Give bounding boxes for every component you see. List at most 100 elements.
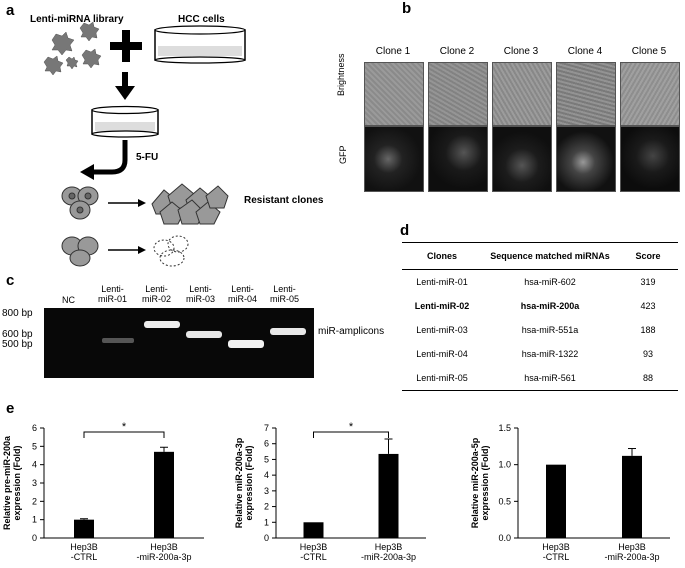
y-tick-label: 1.5 <box>498 423 511 433</box>
table-row: Lenti-miR-05 hsa-miR-561 88 <box>402 366 678 391</box>
y-tick-label: 4 <box>264 470 269 480</box>
significance-bracket <box>83 431 165 438</box>
y-tick-label: 5 <box>264 454 269 464</box>
table-cell: hsa-miR-561 <box>524 373 576 383</box>
y-tick-label: 3 <box>264 486 269 496</box>
lane-label: Lenti- miR-02 <box>142 284 172 304</box>
cell-cluster-icon <box>61 236 99 267</box>
table-cell: Lenti-miR-05 <box>416 373 468 383</box>
ladder-label: 500 bp <box>2 339 33 350</box>
table-cell: hsa-miR-602 <box>524 277 576 287</box>
bar <box>378 453 399 538</box>
gel-band <box>270 328 306 335</box>
plus-icon <box>110 30 142 62</box>
table-cell: 319 <box>640 277 656 287</box>
gel-band <box>102 338 134 343</box>
y-tick-label: 6 <box>32 423 37 433</box>
table-header: Sequence matched miRNAs <box>490 251 610 261</box>
lane-label: Lenti- miR-03 <box>186 284 216 304</box>
panel-label-a: a <box>6 2 15 19</box>
table-cell: hsa-miR-1322 <box>521 349 579 359</box>
culture-dish-icon <box>91 105 159 138</box>
panel-label-b: b <box>402 0 412 17</box>
mirna-table: Clones Sequence matched miRNAs Score Len… <box>402 242 678 391</box>
hcc-cells-label: HCC cells <box>178 14 225 25</box>
significance-mark: * <box>349 421 354 433</box>
table-row: Lenti-miR-02 hsa-miR-200a 423 <box>402 294 678 318</box>
category-label: -miR-200a-3p <box>604 552 659 562</box>
y-tick-label: 7 <box>264 423 269 433</box>
category-label: Hep3B <box>150 542 178 552</box>
table-cell: hsa-miR-551a <box>521 325 579 335</box>
category-label: Hep3B <box>542 542 570 552</box>
significance-bracket <box>313 431 389 438</box>
table-row: Lenti-miR-01 hsa-miR-602 319 <box>402 270 678 294</box>
gfp-image <box>556 126 616 192</box>
table-cell: Lenti-miR-03 <box>416 325 468 335</box>
y-axis-label: expression (Fold) <box>244 445 254 520</box>
table-cell: Lenti-miR-04 <box>416 349 468 359</box>
y-tick-label: 6 <box>264 439 269 449</box>
resistant-clones-label: Resistant clones <box>244 195 324 206</box>
dead-cell-icon <box>153 235 189 267</box>
table-cell: Lenti-miR-01 <box>416 277 468 287</box>
row-label-gfp: GFP <box>338 145 348 164</box>
y-axis-label: expression (Fold) <box>12 445 22 520</box>
category-label: -miR-200a-3p <box>361 552 416 562</box>
gel-image <box>44 308 314 378</box>
curved-arrow-icon <box>80 140 128 180</box>
clone-header: Clone 1 <box>375 46 411 57</box>
gel-band <box>144 321 180 328</box>
brightness-image <box>620 62 680 126</box>
clone-header: Clone 5 <box>631 46 667 57</box>
y-tick-label: 0 <box>264 533 269 543</box>
category-label: Hep3B <box>300 542 328 552</box>
clone-header: Clone 2 <box>439 46 475 57</box>
right-arrow-icon <box>108 246 146 254</box>
y-axis-label: Relative pre-miR-200a <box>2 435 12 530</box>
table-cell: hsa-miR-200a <box>520 301 580 311</box>
category-label: Hep3B <box>618 542 646 552</box>
cell-cluster-icon <box>61 186 99 220</box>
category-label: -CTRL <box>71 552 98 562</box>
brightness-image <box>492 62 552 126</box>
virus-icon <box>43 21 102 76</box>
brightness-image <box>364 62 424 126</box>
table-cell: 88 <box>642 373 653 383</box>
brightness-image <box>428 62 488 126</box>
lane-label: Lenti- miR-01 <box>98 284 128 304</box>
down-arrow-icon <box>115 72 135 100</box>
ladder-label: 600 bp <box>2 329 33 340</box>
gfp-image <box>620 126 680 192</box>
y-tick-label: 0.0 <box>498 533 511 543</box>
table-cell: 93 <box>642 349 653 359</box>
clone-header: Clone 3 <box>503 46 539 57</box>
band-label: miR-amplicons <box>318 326 385 337</box>
panel-label-d: d <box>400 222 410 239</box>
drug-label: 5-FU <box>136 152 159 163</box>
brightness-image <box>556 62 616 126</box>
table-header: Score <box>635 251 661 261</box>
panel-label-e: e <box>6 400 15 417</box>
y-tick-label: 2 <box>264 502 269 512</box>
workflow-diagram <box>43 21 246 267</box>
row-label-brightness: Brightness <box>336 53 346 96</box>
panel-label-c: c <box>6 272 15 289</box>
category-label: -miR-200a-3p <box>136 552 191 562</box>
y-tick-label: 1.0 <box>498 460 511 470</box>
table-cell: Lenti-miR-02 <box>414 301 470 311</box>
gfp-image <box>428 126 488 192</box>
significance-mark: * <box>122 421 127 433</box>
bar <box>303 522 324 538</box>
library-label: Lenti-miRNA library <box>30 14 124 25</box>
category-label: Hep3B <box>70 542 98 552</box>
y-tick-label: 4 <box>32 460 37 470</box>
table-row: Lenti-miR-03 hsa-miR-551a 188 <box>402 318 678 342</box>
bar <box>546 464 566 538</box>
lane-label: Lenti- miR-05 <box>270 284 300 304</box>
y-axis-label: expression (Fold) <box>480 445 490 520</box>
table-cell: 423 <box>640 301 656 311</box>
gfp-image <box>492 126 552 192</box>
culture-dish-icon <box>154 25 246 64</box>
